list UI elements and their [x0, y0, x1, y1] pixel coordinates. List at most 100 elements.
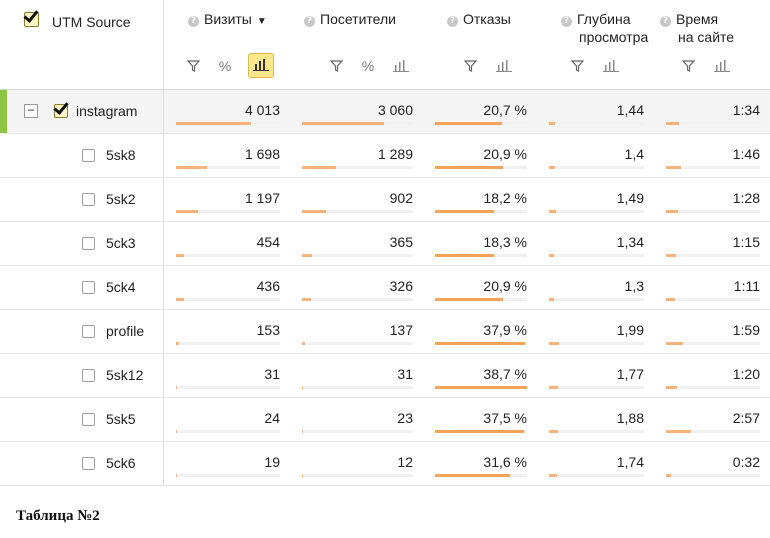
bar-fill	[435, 342, 526, 345]
time-bar	[666, 430, 760, 433]
bar-fill	[666, 298, 676, 301]
row-name: instagram	[76, 103, 138, 119]
depth-value: 1,34	[616, 234, 644, 250]
time-cell: 1:59	[654, 310, 770, 353]
collapse-icon[interactable]: −	[24, 104, 38, 118]
bar-fill	[549, 254, 554, 257]
row-checkbox[interactable]	[82, 281, 95, 294]
visits-bar	[176, 298, 280, 301]
visits-value: 19	[264, 454, 280, 470]
filter-icon[interactable]	[566, 55, 588, 77]
visits-cell: 454	[164, 222, 290, 265]
time-cell: 0:32	[654, 442, 770, 485]
time-value: 1:59	[732, 322, 760, 338]
bar-fill	[549, 386, 558, 389]
column-label-line2: просмотра	[579, 29, 649, 45]
filter-icon[interactable]	[459, 55, 481, 77]
filter-icon[interactable]	[182, 55, 204, 77]
bars-icon-active[interactable]	[248, 53, 274, 78]
bar-fill	[435, 474, 511, 477]
bounce-value: 37,9 %	[483, 322, 527, 338]
table-header: UTM Source ? Визиты ▼ % ? Посетители	[0, 0, 770, 90]
row-checkbox[interactable]	[82, 325, 95, 338]
column-title[interactable]: ? Время на сайте	[660, 10, 750, 46]
depth-cell: 1,34	[537, 222, 654, 265]
table-row[interactable]: profile 153 137 37,9 % 1,99 1:59	[0, 310, 770, 354]
select-all-checkbox[interactable]	[24, 12, 39, 27]
row-checkbox[interactable]	[82, 237, 95, 250]
table-row[interactable]: 5sk12 31 31 38,7 % 1,77 1:20	[0, 354, 770, 398]
row-checkbox[interactable]	[82, 149, 95, 162]
percent-icon[interactable]: %	[218, 58, 232, 74]
table-row-parent[interactable]: − instagram 4 013 3 060 20,7 % 1,44 1:34	[0, 90, 770, 134]
column-header-depth[interactable]: ? Глубина просмотра	[537, 0, 654, 89]
bars-icon[interactable]	[493, 55, 515, 77]
time-bar	[666, 474, 760, 477]
column-header-bounce[interactable]: ? Отказы	[423, 0, 537, 89]
column-header-visitors[interactable]: ? Посетители %	[290, 0, 423, 89]
time-bar	[666, 122, 760, 125]
help-icon[interactable]: ?	[660, 16, 671, 27]
table-row[interactable]: 5sk5 24 23 37,5 % 1,88 2:57	[0, 398, 770, 442]
table-row[interactable]: 5ck6 19 12 31,6 % 1,74 0:32	[0, 442, 770, 486]
time-bar	[666, 342, 760, 345]
column-title[interactable]: ? Глубина просмотра	[561, 10, 651, 46]
time-cell: 1:46	[654, 134, 770, 177]
bounce-cell: 18,2 %	[423, 178, 537, 221]
bars-icon[interactable]	[390, 55, 412, 77]
help-icon[interactable]: ?	[447, 16, 458, 27]
percent-icon[interactable]: %	[361, 58, 375, 74]
depth-bar	[549, 122, 644, 125]
visitors-value: 326	[389, 278, 413, 294]
dimension-cell: profile	[0, 310, 164, 353]
row-name: 5ck3	[106, 235, 136, 251]
depth-value: 1,99	[616, 322, 644, 338]
dimension-cell: 5sk5	[0, 398, 164, 441]
column-title[interactable]: ? Визиты ▼	[188, 10, 267, 31]
depth-value: 1,49	[616, 190, 644, 206]
table-row[interactable]: 5ck3 454 365 18,3 % 1,34 1:15	[0, 222, 770, 266]
table-row[interactable]: 5sk8 1 698 1 289 20,9 % 1,4 1:46	[0, 134, 770, 178]
bar-fill	[302, 474, 304, 477]
visitors-cell: 23	[290, 398, 423, 441]
column-title[interactable]: ? Посетители	[304, 10, 396, 28]
table-row[interactable]: 5sk2 1 197 902 18,2 % 1,49 1:28	[0, 178, 770, 222]
filter-icon[interactable]	[677, 55, 699, 77]
row-checkbox[interactable]	[82, 413, 95, 426]
time-cell: 1:11	[654, 266, 770, 309]
visits-bar	[176, 342, 280, 345]
column-header-visits[interactable]: ? Визиты ▼ %	[164, 0, 290, 89]
column-label: Посетители	[320, 11, 396, 27]
filter-icon[interactable]	[325, 55, 347, 77]
row-checkbox[interactable]	[82, 369, 95, 382]
bounce-value: 38,7 %	[483, 366, 527, 382]
depth-cell: 1,77	[537, 354, 654, 397]
column-label: Визиты	[204, 11, 252, 27]
help-icon[interactable]: ?	[188, 16, 199, 27]
time-value: 1:34	[732, 102, 760, 118]
row-checkbox[interactable]	[82, 193, 95, 206]
visitors-bar	[302, 342, 413, 345]
visits-bar	[176, 474, 280, 477]
visits-cell: 24	[164, 398, 290, 441]
bar-fill	[549, 430, 558, 433]
row-name: 5ck4	[106, 279, 136, 295]
time-bar	[666, 254, 760, 257]
visitors-bar	[302, 254, 413, 257]
visitors-bar	[302, 474, 413, 477]
row-checkbox[interactable]	[54, 104, 68, 118]
column-label-line2: на сайте	[678, 29, 735, 45]
sort-desc-icon[interactable]: ▼	[256, 16, 267, 27]
bar-fill	[666, 342, 683, 345]
table-row[interactable]: 5ck4 436 326 20,9 % 1,3 1:11	[0, 266, 770, 310]
column-title[interactable]: ? Отказы	[447, 10, 511, 28]
bounce-cell: 31,6 %	[423, 442, 537, 485]
bars-icon[interactable]	[600, 55, 622, 77]
help-icon[interactable]: ?	[304, 16, 315, 27]
bounce-cell: 38,7 %	[423, 354, 537, 397]
row-checkbox[interactable]	[82, 457, 95, 470]
bounce-cell: 20,9 %	[423, 134, 537, 177]
help-icon[interactable]: ?	[561, 16, 572, 27]
bars-icon[interactable]	[711, 55, 733, 77]
column-header-time[interactable]: ? Время на сайте	[654, 0, 770, 89]
